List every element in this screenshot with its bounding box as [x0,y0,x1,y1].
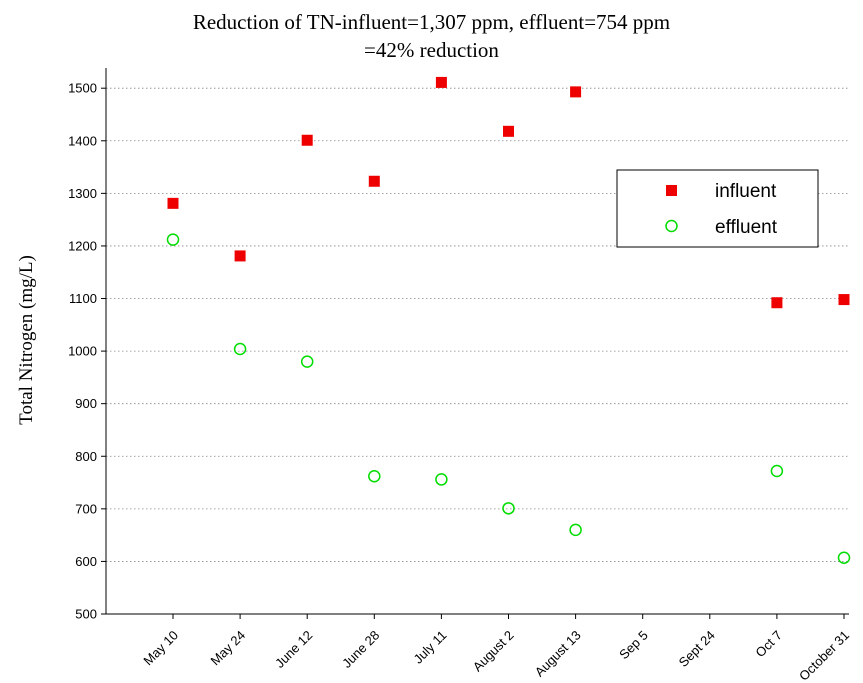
x-tick-label: July 11 [410,628,449,667]
x-tick-label: May 10 [140,628,181,669]
y-tick-label: 1200 [68,238,97,253]
x-tick-label: August 2 [470,628,517,675]
y-tick-label: 1300 [68,186,97,201]
data-point-effluent [770,464,784,478]
x-tick-label: August 13 [532,628,584,680]
x-tick-label: June 12 [272,628,315,671]
legend-influent-label: influent [715,181,777,202]
x-tick-label: Sep 5 [616,628,651,663]
data-point-influent [234,250,246,262]
data-point-influent [570,86,582,98]
y-tick-label: 1400 [68,133,97,148]
x-tick-label: May 24 [207,628,248,669]
data-point-influent [368,175,380,187]
legend-influent-marker [666,185,677,196]
chart-title-line-2: =42% reduction [364,38,499,62]
y-tick-label: 500 [75,607,97,622]
x-tick-label: June 28 [339,628,382,671]
data-point-effluent [233,342,247,356]
data-point-effluent [166,233,180,246]
legend: influent effluent [616,169,819,248]
y-tick-label: 600 [75,554,97,569]
y-tick-label: 800 [75,449,97,464]
legend-effluent-label: effluent [715,217,778,238]
data-point-influent [301,134,313,146]
x-tick-label: Sept 24 [676,628,718,670]
y-axis-title: Total Nitrogen (mg/L) [16,255,37,425]
x-tick-label: October 31 [796,628,852,683]
y-tick-label: 1100 [69,291,97,306]
x-axis-ticks: May 10 May 24 June 12 June 28 July 11 August … [140,614,852,683]
data-point-effluent [837,551,851,564]
data-point-influent [435,76,447,88]
x-tick-label: Oct 7 [752,628,785,661]
data-point-effluent [569,523,582,537]
y-tick-label: 700 [75,501,97,516]
y-axis-ticks: 500 600 700 800 900 1000 1100 1200 1300 1400 1500 [68,81,106,622]
legend-effluent-marker [665,219,678,233]
y-tick-label: 1500 [68,81,97,96]
y-tick-label: 900 [75,396,97,411]
chart-title: Reduction of TN-influent=1,307 ppm, effl… [0,8,863,64]
data-point-effluent [368,469,381,483]
axes [105,68,849,615]
gridlines [106,87,849,562]
data-point-influent [503,125,514,137]
data-point-influent [167,197,179,209]
data-point-influent [838,294,850,306]
data-point-influent [771,297,783,309]
chart-title-line-1: Reduction of TN-influent=1,307 ppm, effl… [192,10,671,34]
legend-box [616,169,819,248]
data-point-effluent [300,355,314,368]
y-tick-label: 1000 [68,344,97,359]
data-points [166,76,851,564]
data-point-effluent [502,502,515,515]
data-point-effluent [435,473,448,486]
